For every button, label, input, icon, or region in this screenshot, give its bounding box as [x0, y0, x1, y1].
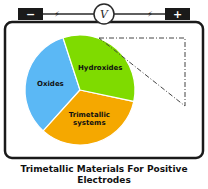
positive-terminal: [165, 8, 190, 20]
annotation: +: [173, 8, 182, 21]
slice-label: Trimetallicsystems: [69, 111, 110, 127]
annotation: ⚡: [54, 10, 60, 19]
voltmeter: [94, 4, 114, 24]
chart: − ⚡ V ⚡ + Oxides Trimetallicsystems Hydroxides T…: [0, 0, 208, 189]
annotation: −: [26, 8, 35, 21]
slice-label: Hydroxides: [78, 64, 123, 72]
negative-terminal: [18, 8, 43, 20]
annotation: V: [100, 8, 109, 21]
title: Trimetallic Materials For PositiveElectr…: [21, 164, 188, 185]
battery-body: [5, 22, 203, 158]
triangle-overlay: [99, 38, 185, 106]
pie: [25, 35, 135, 145]
pie-slice: [63, 35, 135, 101]
slice-label: Oxides: [37, 80, 64, 88]
annotation: ⚡: [147, 10, 153, 19]
